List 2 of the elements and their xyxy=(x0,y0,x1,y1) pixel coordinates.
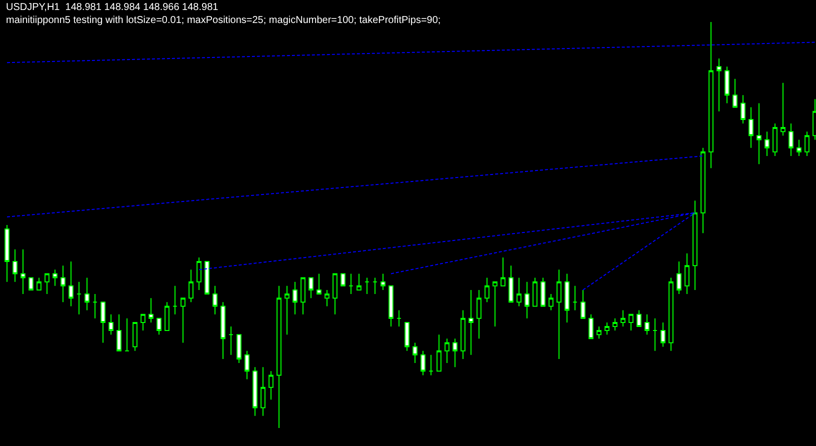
chart-title: USDJPY,H1 148.981 148.984 148.966 148.981 xyxy=(6,2,219,13)
chart-subtitle: mainitiipponn5 testing with lotSize=0.01; maxPositions=25; magicNumber=100; takeProfitPips=90; xyxy=(6,15,441,26)
